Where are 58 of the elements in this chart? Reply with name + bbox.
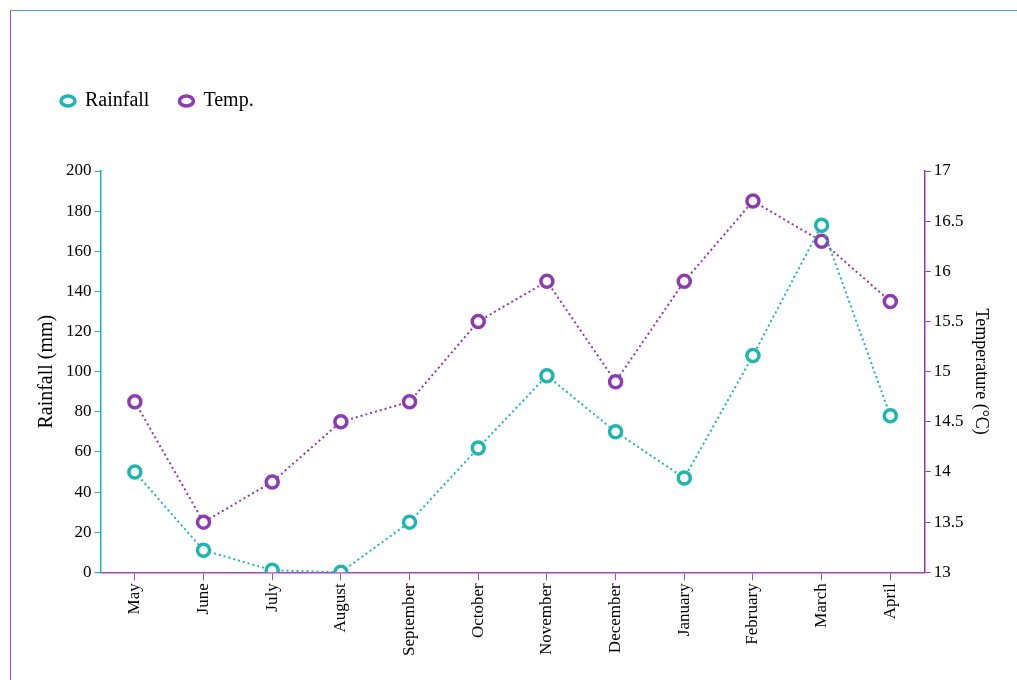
x-tick-label: October: [467, 582, 487, 639]
point: [195, 542, 212, 558]
point: [745, 193, 761, 209]
y2-tick-label: 13.5: [933, 511, 964, 531]
y-tick-label: 60: [74, 441, 92, 461]
y-tick-label: 160: [66, 240, 92, 260]
y-tick-label: 200: [66, 160, 92, 180]
y2-tick-label: 16.5: [933, 210, 964, 230]
x-tick-label: November: [536, 582, 556, 656]
x-tick-label: August: [330, 583, 350, 633]
x-tick-label: April: [879, 583, 899, 620]
x-tick-label: March: [811, 582, 831, 628]
y2-tick-label: 14.5: [933, 411, 964, 431]
x-tick-label: December: [605, 582, 625, 654]
y-tick-label: 0: [83, 561, 92, 581]
point: [882, 293, 899, 310]
legend-label: Rainfall: [85, 88, 150, 111]
point: [470, 313, 486, 330]
y2-tick-label: 15.5: [933, 310, 964, 330]
y2-tick-label: 16: [933, 260, 951, 280]
y-tick-label: 40: [74, 481, 92, 501]
x-tick-label: September: [399, 582, 419, 656]
point: [401, 514, 418, 530]
point: [470, 440, 486, 456]
y2-tick-label: 13: [933, 561, 951, 581]
y-tick-label: 80: [74, 401, 92, 421]
y-tick-label: 100: [66, 361, 92, 381]
point: [676, 470, 693, 486]
legend-label: Temp.: [203, 88, 254, 112]
point: [539, 273, 555, 290]
point: [607, 373, 624, 390]
point: [539, 367, 555, 384]
x-tick-label: May: [124, 582, 144, 615]
point: [882, 408, 899, 424]
y-axis-title: Rainfall (mm): [34, 314, 58, 429]
point: [676, 273, 693, 290]
point: [195, 514, 212, 530]
y2-tick-label: 14: [933, 461, 952, 481]
point: [401, 394, 418, 410]
y-tick-label: 120: [66, 320, 92, 340]
point: [127, 464, 143, 480]
y2-axis-title: Temperature (°C): [971, 308, 993, 435]
y-tick-label: 20: [74, 521, 92, 541]
point: [127, 394, 143, 410]
point: [264, 474, 280, 490]
point: [333, 414, 349, 430]
point: [813, 233, 830, 249]
point: [745, 347, 761, 364]
x-tick-label: June: [192, 583, 212, 615]
y-tick-label: 180: [66, 200, 92, 220]
x-tick-label: July: [261, 582, 281, 612]
y2-tick-label: 17: [933, 160, 952, 180]
x-tick-label: February: [742, 582, 762, 645]
point: [607, 424, 624, 440]
point: [813, 217, 830, 233]
x-tick-label: January: [673, 582, 693, 637]
y-tick-label: 140: [66, 280, 92, 300]
y2-tick-label: 15: [933, 361, 951, 381]
